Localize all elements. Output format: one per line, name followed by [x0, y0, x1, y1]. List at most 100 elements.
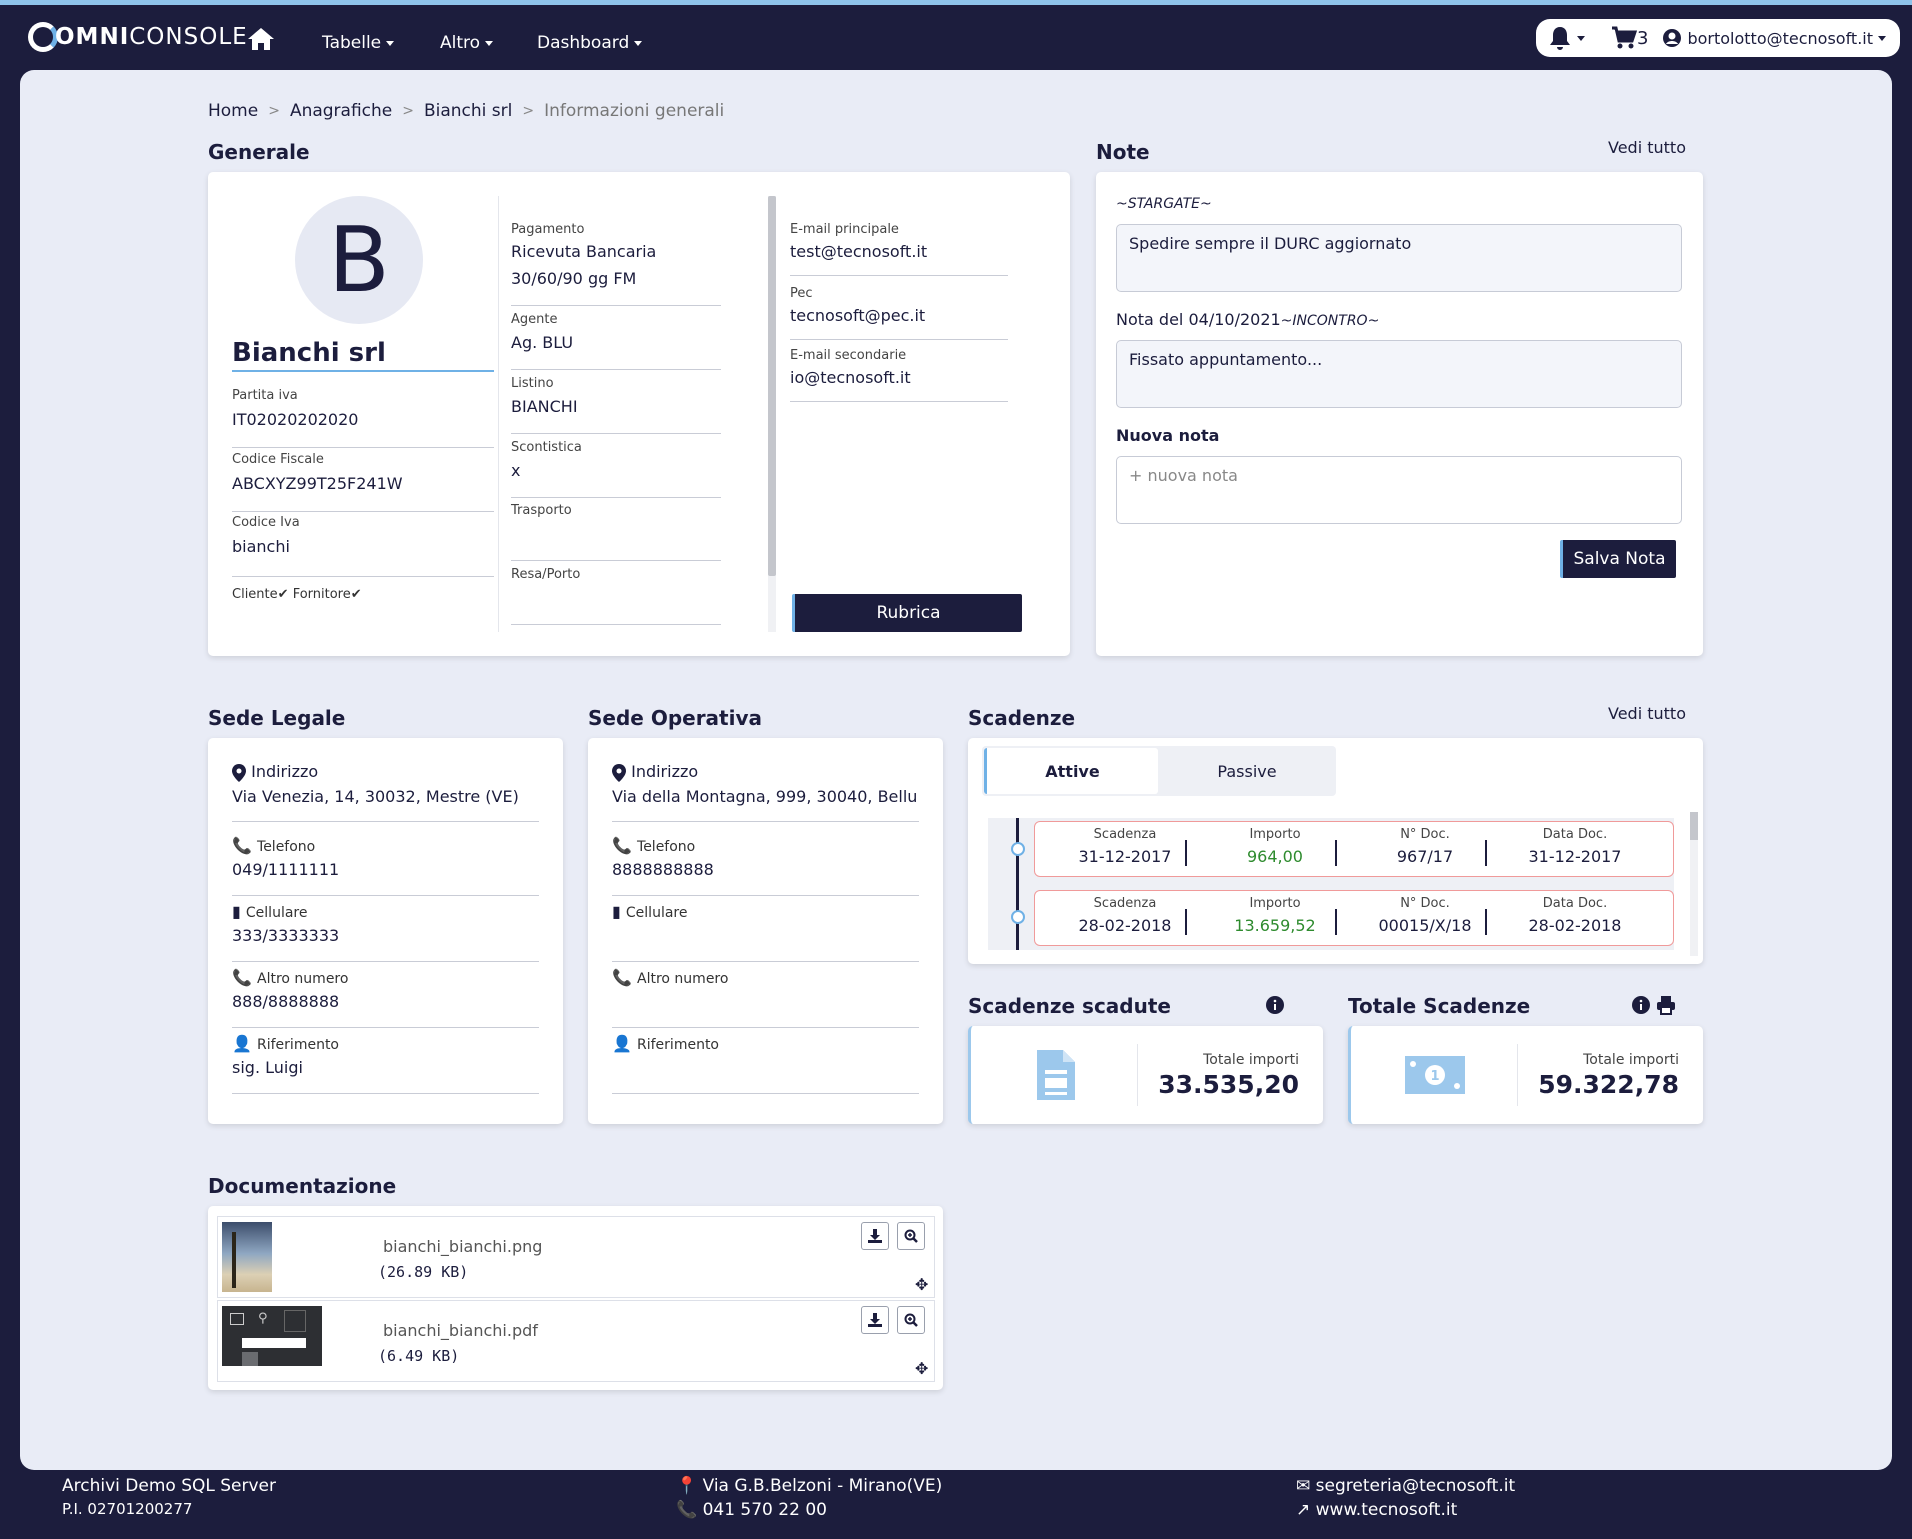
nav-dashboard[interactable]: Dashboard [537, 33, 643, 53]
cellulare-label: Cellulare [625, 905, 688, 921]
notifications-button[interactable] [1548, 25, 1585, 51]
footer-web-text[interactable]: www.tecnosoft.it [1315, 1500, 1458, 1520]
scrollbar-thumb[interactable] [1690, 812, 1698, 840]
scadenza-date: 28-02-2018 [1078, 916, 1172, 935]
download-button[interactable] [861, 1306, 889, 1334]
user-menu[interactable]: bortolotto@tecnosoft.it [1662, 28, 1887, 48]
footer-email[interactable]: ✉ segreteria@tecnosoft.it [1296, 1476, 1515, 1496]
mobile-icon: ▮ [232, 902, 241, 921]
datadoc-cell: Data Doc. 31-12-2017 [1505, 827, 1645, 866]
note-see-all-link[interactable]: Vedi tutto [1608, 138, 1686, 157]
map-marker-icon: 📍 [676, 1476, 698, 1496]
codice-iva-field: Codice Iva bianchi [232, 515, 494, 577]
rubrica-button[interactable]: Rubrica [792, 594, 1022, 632]
client-supplier-flags: Cliente✔ Fornitore✔ [232, 587, 362, 602]
file-size: (26.89 KB) [378, 1263, 469, 1281]
tab-passive[interactable]: Passive [1217, 761, 1277, 781]
cell-divider [1485, 909, 1487, 935]
col-header: N° Doc. [1400, 827, 1450, 842]
footer-web[interactable]: ↗ www.tecnosoft.it [1296, 1500, 1457, 1520]
drag-handle-icon[interactable]: ✥ [915, 1275, 929, 1294]
riferimento-field: 👤 Riferimento [612, 1034, 919, 1094]
map-marker-icon [232, 763, 246, 782]
riferimento-label: Riferimento [257, 1037, 339, 1053]
email-principale-label: E-mail principale [790, 222, 899, 237]
avatar: B [295, 196, 423, 324]
breadcrumb-bianchi[interactable]: Bianchi srl [423, 101, 513, 121]
note-textarea[interactable]: Fissato appuntamento... [1116, 340, 1682, 408]
info-icon[interactable] [1632, 996, 1650, 1018]
download-button[interactable] [861, 1222, 889, 1250]
telefono-value: 8888888888 [612, 860, 714, 879]
partita-iva-label: Partita iva [232, 388, 298, 403]
file-name[interactable]: bianchi_bianchi.png [383, 1237, 543, 1256]
image-thumbnail[interactable] [222, 1222, 272, 1292]
user-tie-icon: 👤 [232, 1034, 252, 1053]
ndoc-cell: N° Doc. 967/17 [1355, 827, 1495, 866]
caret-down-icon [634, 40, 643, 46]
scadenze-see-all-link[interactable]: Vedi tutto [1608, 704, 1686, 723]
print-icon[interactable] [1656, 995, 1676, 1019]
user-circle-icon [1663, 29, 1682, 47]
telefono-label: Telefono [637, 839, 696, 855]
card-divider [1517, 1044, 1518, 1106]
sede-legale-title: Sede Legale [208, 706, 346, 730]
generale-card: B Bianchi srl Partita iva IT02020202020 … [208, 172, 1070, 656]
mobile-icon: ▮ [612, 902, 621, 921]
save-note-button[interactable]: Salva Nota [1560, 540, 1676, 578]
nav-altro[interactable]: Altro [440, 33, 494, 53]
cellulare-value: 333/3333333 [232, 926, 340, 945]
email-principale-value[interactable]: test@tecnosoft.it [790, 242, 928, 261]
nav-altro-label: Altro [440, 33, 481, 53]
logo-bold-text: OMNI [55, 24, 130, 50]
scadenza-row[interactable]: Scadenza 28-02-2018 Importo 13.659,52 N° D… [1034, 890, 1674, 946]
tab-attive[interactable]: Attive [984, 748, 1158, 794]
ndoc-value: 967/17 [1396, 847, 1454, 866]
datadoc-value: 28-02-2018 [1528, 916, 1622, 935]
note-tag: ~STARGATE~ [1116, 196, 1212, 212]
phone-icon: 📞 [612, 968, 632, 987]
listino-label: Listino [511, 376, 554, 391]
scadenze-scrollbar[interactable] [1690, 812, 1698, 956]
company-name: Bianchi srl [232, 338, 494, 372]
scadenza-row[interactable]: Scadenza 31-12-2017 Importo 964,00 N° Doc.… [1034, 821, 1674, 877]
timeline-line [1016, 818, 1019, 950]
card-divider [1137, 1044, 1138, 1106]
document-row[interactable]: bianchi_bianchi.png (26.89 KB) ✥ [217, 1216, 935, 1298]
home-icon[interactable] [246, 26, 276, 56]
email-principale-field: E-mail principale test@tecnosoft.it [790, 222, 1008, 276]
footer-piva: P.I. 02701200277 [62, 1500, 193, 1518]
column-divider [498, 196, 499, 632]
totale-value: 59.322,78 [1538, 1070, 1679, 1099]
email-secondarie-value[interactable]: io@tecnosoft.it [790, 368, 911, 387]
importo-value: 13.659,52 [1234, 916, 1316, 935]
pdf-thumbnail[interactable]: ⚲ [222, 1306, 322, 1366]
altro-numero-label: Altro numero [637, 971, 729, 987]
pagamento-field: Pagamento Ricevuta Bancaria 30/60/90 gg … [511, 222, 721, 306]
caret-down-icon [485, 40, 494, 46]
new-note-input[interactable]: + nuova nota [1116, 456, 1682, 524]
drag-handle-icon[interactable]: ✥ [915, 1359, 929, 1378]
footer-email-text[interactable]: segreteria@tecnosoft.it [1315, 1476, 1516, 1496]
cell-divider [1335, 909, 1337, 935]
scrollbar-thumb[interactable] [768, 196, 776, 576]
breadcrumb-anagrafiche[interactable]: Anagrafiche [289, 101, 393, 121]
nav-tabelle[interactable]: Tabelle [322, 33, 395, 53]
money-bill-icon: 1 [1405, 1056, 1465, 1098]
breadcrumb-home[interactable]: Home [208, 101, 259, 121]
info-icon[interactable] [1266, 996, 1284, 1018]
app-logo[interactable]: OMNI CONSOLE [28, 19, 248, 55]
zoom-button[interactable] [897, 1306, 925, 1334]
riferimento-value: sig. Luigi [232, 1058, 303, 1077]
invoice-file-icon [1037, 1050, 1075, 1104]
scrollbar-track[interactable] [768, 196, 776, 632]
file-name[interactable]: bianchi_bianchi.pdf [383, 1321, 538, 1340]
codice-fiscale-label: Codice Fiscale [232, 452, 324, 467]
document-row[interactable]: ⚲ bianchi_bianchi.pdf (6.49 KB) ✥ [217, 1300, 935, 1382]
col-header: Scadenza [1093, 827, 1157, 842]
scadute-total-label: Totale importi [1203, 1052, 1299, 1068]
zoom-button[interactable] [897, 1222, 925, 1250]
pec-value[interactable]: tecnosoft@pec.it [790, 306, 926, 325]
note-textarea[interactable]: Spedire sempre il DURC aggiornato [1116, 224, 1682, 292]
cart-button[interactable]: 3 [1611, 26, 1648, 50]
